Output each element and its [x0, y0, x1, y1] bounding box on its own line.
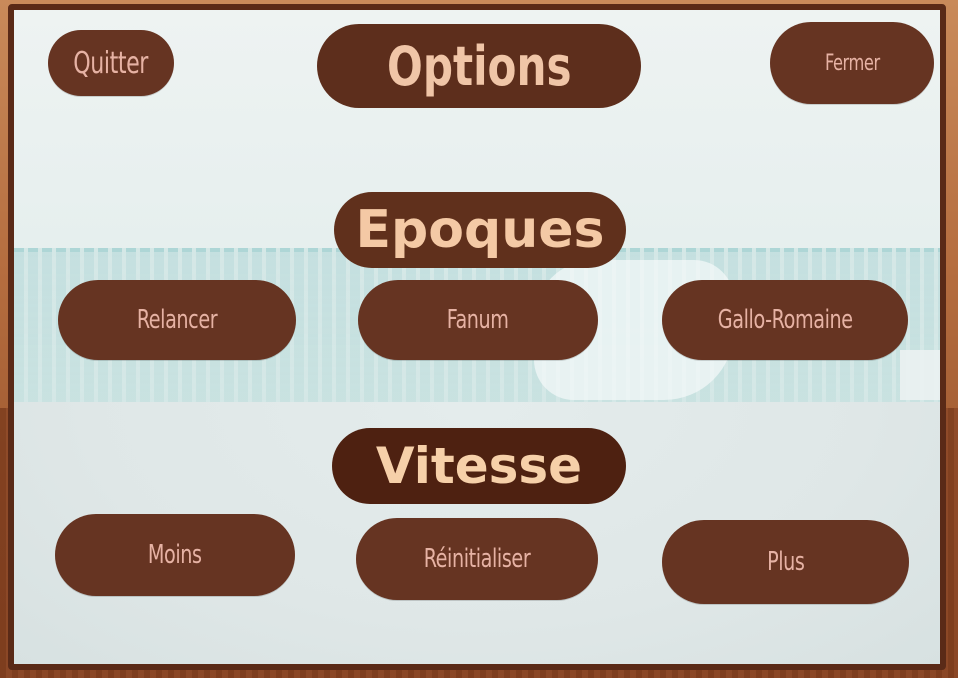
- gallo-romaine-button-label: Gallo-Romaine: [717, 305, 853, 335]
- speed-increase-button[interactable]: Plus: [662, 520, 909, 604]
- epochs-heading-text: Epoques: [355, 200, 605, 260]
- quit-button-label: Quitter: [73, 45, 149, 81]
- close-button[interactable]: Fermer: [770, 22, 934, 104]
- restart-button-label: Relancer: [136, 305, 218, 335]
- gallo-romaine-button[interactable]: Gallo-Romaine: [662, 280, 908, 360]
- background-box: [900, 350, 940, 400]
- page-title: Options: [317, 24, 641, 108]
- speed-reset-button-label: Réinitialiser: [423, 544, 531, 574]
- options-panel: Quitter Options Fermer Epoques Relancer …: [8, 4, 946, 670]
- restart-button[interactable]: Relancer: [58, 280, 296, 360]
- speed-decrease-button[interactable]: Moins: [55, 514, 295, 596]
- epochs-heading: Epoques: [334, 192, 626, 268]
- close-button-label: Fermer: [824, 50, 880, 76]
- speed-decrease-button-label: Moins: [148, 540, 202, 570]
- speed-reset-button[interactable]: Réinitialiser: [356, 518, 598, 600]
- speed-heading-text: Vitesse: [375, 437, 583, 495]
- speed-heading: Vitesse: [332, 428, 626, 504]
- fanum-button[interactable]: Fanum: [358, 280, 598, 360]
- fanum-button-label: Fanum: [447, 305, 509, 335]
- page-title-text: Options: [386, 34, 572, 98]
- speed-increase-button-label: Plus: [766, 547, 805, 577]
- quit-button[interactable]: Quitter: [48, 30, 174, 96]
